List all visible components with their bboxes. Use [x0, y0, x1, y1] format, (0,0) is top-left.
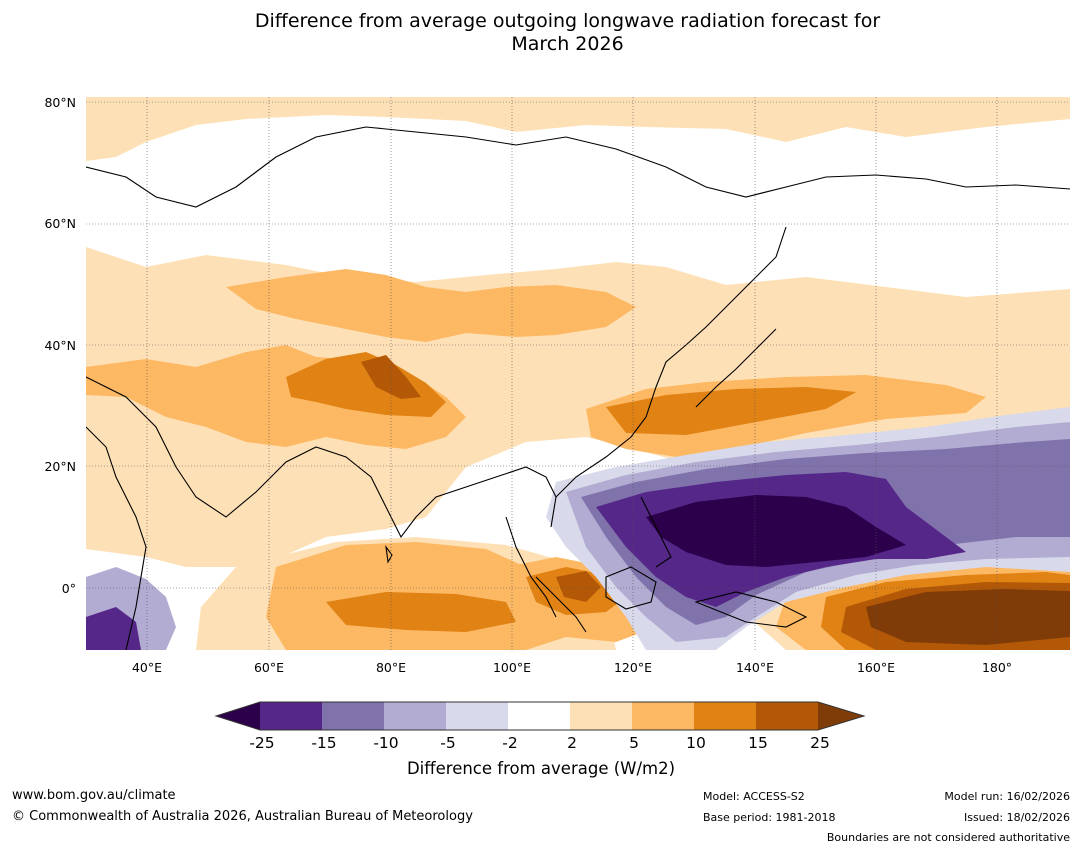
colorbar-tick: 10 [686, 734, 706, 752]
colorbar-swatch [260, 702, 322, 730]
lon-label-140e: 140°E [735, 660, 774, 675]
lat-label-equator: 0° [61, 581, 76, 596]
colorbar-extend-low [216, 702, 260, 730]
lon-label-100e: 100°E [492, 660, 531, 675]
colorbar-swatch [694, 702, 756, 730]
coastline-eurasia-north [86, 126, 1070, 208]
colorbar-tick: 15 [748, 734, 768, 752]
lon-label-60e: 60°E [253, 660, 285, 675]
colorbar-swatch [384, 702, 446, 730]
colorbar-extend-high [818, 702, 864, 730]
colorbar-swatch [570, 702, 632, 730]
footer-url[interactable]: www.bom.gov.au/climate [12, 788, 176, 803]
contour-band-darkest-brown-pacific [866, 589, 1070, 645]
colorbar-swatch [756, 702, 818, 730]
footer-model: Model: ACCESS-S2 [703, 790, 805, 803]
contour-band-dark-orange-tibet [286, 352, 446, 417]
lat-label-40n: 40°N [44, 338, 76, 353]
colorbar-tick: 5 [629, 734, 639, 752]
contour-band-brown-borneo [556, 571, 601, 602]
footer-model-run: Model run: 16/02/2026 [944, 790, 1070, 803]
colorbar-tick: -15 [311, 734, 337, 752]
colorbar-outline [214, 701, 866, 731]
colorbar-label: Difference from average (W/m2) [406, 759, 676, 778]
colorbar-swatch [508, 702, 570, 730]
colorbar-tick: -5 [440, 734, 456, 752]
contour-band-dark-purple-africa [86, 607, 141, 650]
coastline-sumatra [535, 576, 587, 633]
contour-band-light-orange-central [86, 247, 1070, 567]
coastline-sri-lanka [385, 544, 393, 564]
map-title: Difference from average outgoing longwav… [0, 10, 1081, 56]
colorbar-swatch [446, 702, 508, 730]
graticule [86, 97, 1070, 650]
coastline-borneo [605, 566, 657, 610]
footer-issued: Issued: 18/02/2026 [963, 811, 1070, 824]
contour-band-light-orange-north [86, 97, 1070, 161]
coastline-japan [695, 328, 777, 408]
lat-label-80n: 80°N [44, 95, 76, 110]
colorbar-tick: -10 [373, 734, 399, 752]
lat-label-20n: 20°N [44, 459, 76, 474]
lon-label-120e: 120°E [613, 660, 652, 675]
colorbar-tick: -2 [502, 734, 518, 752]
colorbar-swatch [322, 702, 384, 730]
colorbar [214, 701, 866, 731]
title-line-2: March 2026 [511, 33, 624, 55]
footer-copyright: © Commonwealth of Australia 2026, Austra… [12, 809, 473, 824]
lon-label-160e: 160°E [856, 660, 895, 675]
lon-label-40e: 40°E [131, 660, 163, 675]
footer-base-period: Base period: 1981-2018 [703, 811, 836, 824]
coastline-philippines [640, 496, 672, 568]
coastline-africa-east [86, 426, 147, 650]
contour-band-dark-orange-east-china [606, 387, 856, 435]
contour-band-orange-mongolia [226, 269, 636, 342]
lon-label-180: 180° [981, 660, 1013, 675]
coastline-new-guinea [694, 591, 808, 628]
title-line-1: Difference from average outgoing longwav… [254, 10, 881, 32]
coastline-southeast-asia [505, 516, 557, 618]
colorbar-swatch [632, 702, 694, 730]
colorbar-tick: -25 [249, 734, 275, 752]
coastline-east-asia [555, 226, 787, 498]
contour-band-dark-orange-indian-ocean [326, 592, 516, 632]
lon-label-80e: 80°E [375, 660, 407, 675]
colorbar-tick: 2 [567, 734, 577, 752]
lat-label-60n: 60°N [44, 216, 76, 231]
coastlines [86, 126, 1070, 650]
olr-anomaly-map [86, 97, 1070, 650]
footer-disclaimer: Boundaries are not considered authoritat… [826, 831, 1070, 844]
colorbar-tick: 25 [810, 734, 830, 752]
coastline-arabia-india [86, 376, 557, 539]
contour-band-darkest-purple [646, 495, 906, 567]
map-canvas [86, 97, 1070, 650]
